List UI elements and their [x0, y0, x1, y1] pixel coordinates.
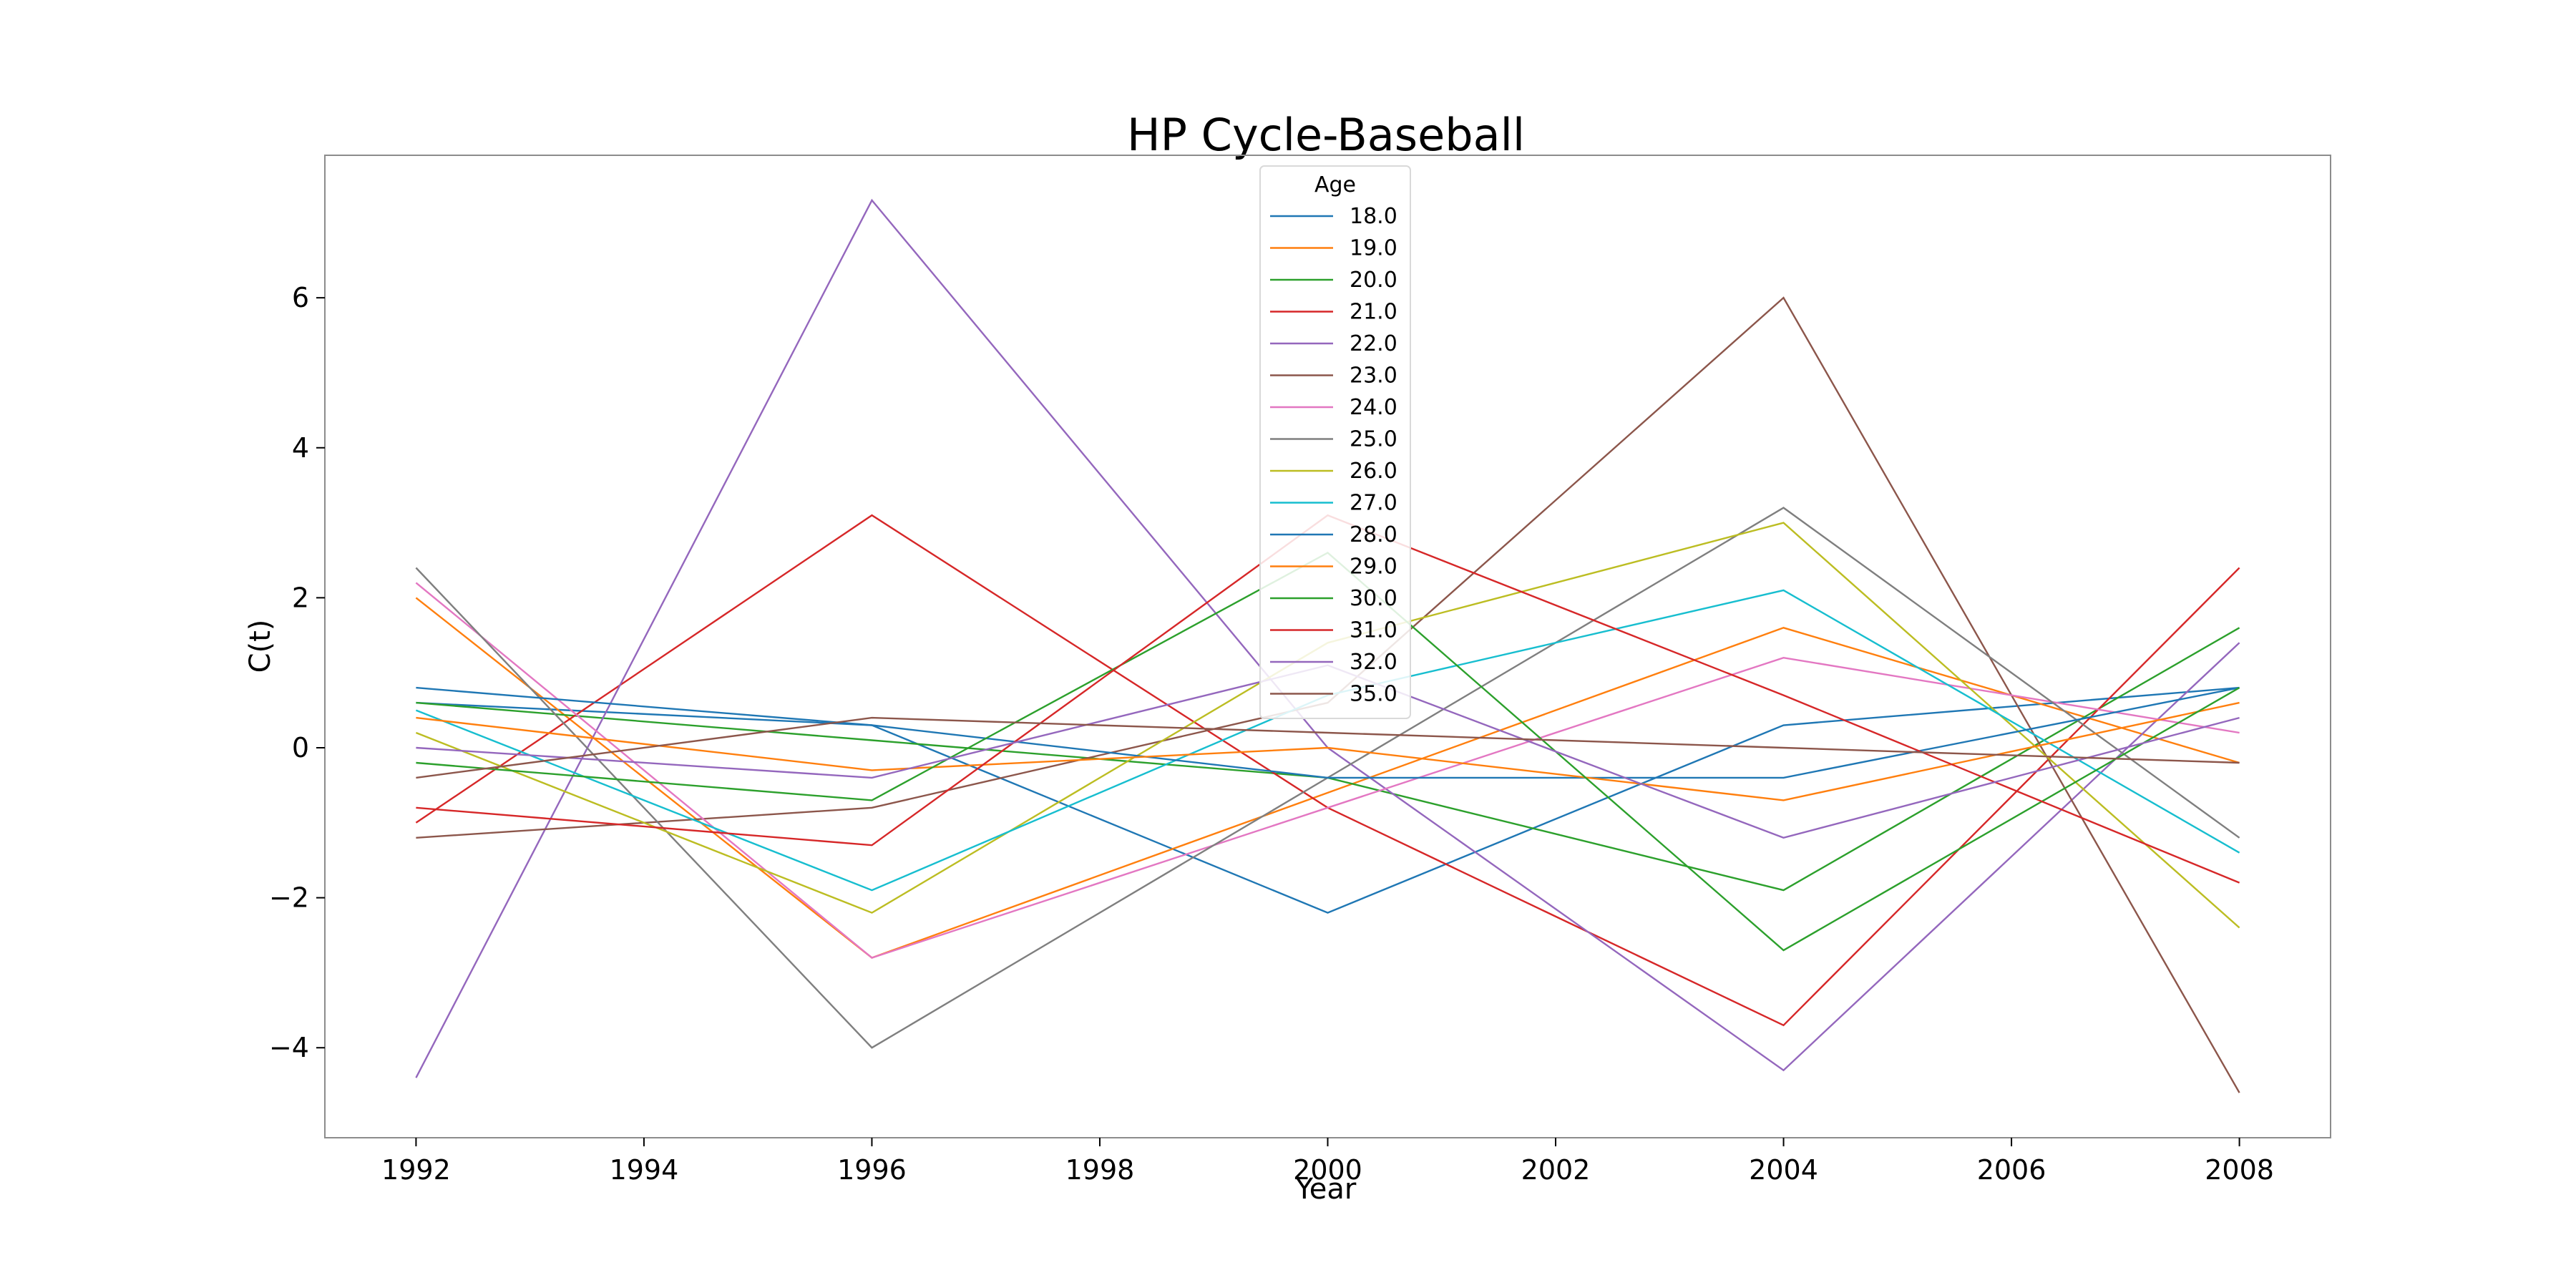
legend-entry-35.0: 35.0	[1350, 682, 1397, 707]
legend-title: Age	[1314, 172, 1356, 197]
y-tick-label: 6	[292, 282, 309, 313]
y-tick-label: −2	[269, 882, 309, 914]
legend-entry-19.0: 19.0	[1350, 236, 1397, 261]
legend-entry-28.0: 28.0	[1350, 522, 1397, 547]
y-tick-label: 0	[292, 732, 309, 763]
x-axis: 1992 1994 1996 1998 2000 2002 2004 2006 2008	[381, 1138, 2274, 1186]
x-tick-label: 2004	[1749, 1154, 1818, 1186]
x-tick-label: 1994	[610, 1154, 679, 1186]
series-line-35.0	[416, 716, 2240, 779]
series-line-29.0	[416, 701, 2240, 801]
y-tick-label: 2	[292, 582, 309, 613]
x-tick-label: 1992	[381, 1154, 451, 1186]
y-axis: −4 −2 0 2 4 6	[269, 282, 325, 1063]
x-tick-label: 1998	[1065, 1154, 1135, 1186]
legend-entry-31.0: 31.0	[1350, 618, 1397, 643]
y-tick-label: 4	[292, 432, 309, 464]
y-tick-label: −4	[269, 1032, 309, 1063]
chart-title: HP Cycle-Baseball	[1127, 109, 1525, 161]
legend-entry-24.0: 24.0	[1350, 395, 1397, 420]
series-line-18.0	[416, 686, 2240, 914]
legend-entry-22.0: 22.0	[1350, 331, 1397, 356]
x-axis-label: Year	[1295, 1173, 1357, 1206]
x-tick-label: 2008	[2205, 1154, 2274, 1186]
series-line-19.0	[415, 597, 2240, 959]
legend-entry-20.0: 20.0	[1350, 268, 1397, 293]
x-tick-label: 2000	[1293, 1154, 1362, 1186]
x-tick-label: 1996	[837, 1154, 907, 1186]
legend-entry-32.0: 32.0	[1350, 650, 1397, 675]
legend-entry-23.0: 23.0	[1350, 364, 1397, 389]
x-tick-label: 2006	[1977, 1154, 2046, 1186]
y-axis-label: C(t)	[244, 620, 277, 673]
legend-entry-26.0: 26.0	[1350, 459, 1397, 484]
series-line-28.0	[416, 686, 2240, 779]
legend-entry-25.0: 25.0	[1350, 427, 1397, 452]
legend: Age 18.0 19.0 20.0 21.0 22.0 23.0 24.0 25.0 26.0 2…	[1259, 165, 1411, 719]
legend-entry-29.0: 29.0	[1350, 555, 1397, 580]
legend-entry-21.0: 21.0	[1350, 300, 1397, 325]
x-tick-label: 2002	[1521, 1154, 1591, 1186]
legend-entry-27.0: 27.0	[1350, 491, 1397, 516]
legend-entry-18.0: 18.0	[1350, 204, 1397, 229]
legend-entry-30.0: 30.0	[1350, 586, 1397, 611]
legend-box	[1259, 165, 1411, 719]
